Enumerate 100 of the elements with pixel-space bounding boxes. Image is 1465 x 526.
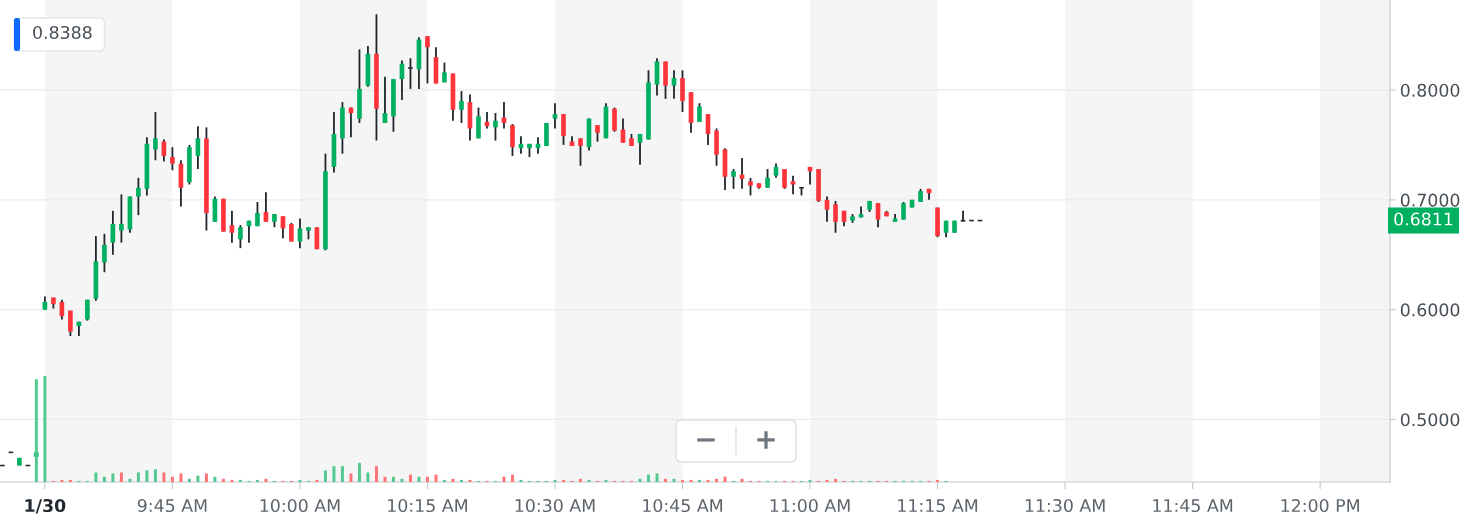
bar bbox=[383, 476, 387, 482]
bar bbox=[111, 473, 115, 482]
candlestick bbox=[561, 113, 566, 146]
bar bbox=[94, 472, 98, 482]
text: 0.6811 bbox=[1394, 212, 1453, 226]
candlestick bbox=[297, 217, 303, 250]
candlestick bbox=[136, 176, 141, 217]
y-tick-label: 0.7000 bbox=[1400, 193, 1460, 207]
candlestick bbox=[782, 168, 787, 190]
candlestick bbox=[578, 137, 583, 167]
bar bbox=[34, 379, 38, 482]
bar bbox=[255, 479, 259, 482]
candlestick bbox=[68, 309, 73, 337]
bar bbox=[170, 476, 174, 482]
bar bbox=[391, 476, 395, 482]
bar bbox=[740, 478, 744, 482]
x-tick-label: 12:00 PM bbox=[1281, 498, 1359, 513]
x-tick-label: 11:45 AM bbox=[1153, 499, 1233, 513]
bar bbox=[647, 474, 650, 482]
bar bbox=[689, 479, 693, 482]
bar bbox=[153, 469, 157, 482]
candlestick bbox=[680, 69, 685, 113]
candlestick bbox=[612, 106, 617, 133]
bar bbox=[408, 474, 412, 482]
x-tick-label: 11:15 AM bbox=[898, 499, 978, 513]
bar bbox=[400, 478, 404, 482]
bar bbox=[681, 479, 684, 482]
candlestick bbox=[654, 57, 660, 97]
bar bbox=[374, 466, 378, 482]
x-tick-label: 10:30 AM bbox=[515, 498, 595, 513]
bar bbox=[187, 478, 191, 482]
bar bbox=[519, 479, 523, 482]
bar bbox=[451, 478, 455, 482]
candlestick bbox=[510, 123, 515, 157]
y-tick-label: 0.8000 bbox=[1400, 83, 1460, 97]
bar bbox=[332, 466, 336, 482]
bar bbox=[204, 473, 208, 482]
bar bbox=[179, 473, 183, 482]
candlestick bbox=[493, 112, 498, 142]
candlestick bbox=[238, 224, 243, 250]
x-tick-label: 11:30 AM bbox=[1025, 498, 1105, 513]
bar bbox=[460, 479, 463, 482]
candlestick bbox=[459, 90, 464, 124]
y-tick-label: 0.6000 bbox=[1400, 303, 1460, 317]
bar bbox=[315, 479, 319, 482]
bar bbox=[715, 478, 719, 482]
candlestick bbox=[765, 168, 770, 189]
bar bbox=[511, 474, 514, 482]
bar bbox=[553, 479, 557, 482]
candlestick bbox=[425, 35, 430, 85]
bar bbox=[196, 475, 200, 482]
x-tick-label: 10:15 AM bbox=[388, 498, 467, 513]
candlestick bbox=[476, 106, 481, 140]
bar bbox=[221, 478, 225, 482]
candlestick bbox=[102, 232, 107, 274]
bar bbox=[698, 479, 701, 482]
annotation: − bbox=[697, 438, 715, 442]
candlestick bbox=[119, 193, 124, 244]
annotation: + bbox=[757, 431, 775, 449]
bar bbox=[502, 476, 506, 482]
candlestick bbox=[697, 102, 702, 123]
bar bbox=[102, 476, 106, 482]
bar bbox=[417, 476, 421, 482]
bar bbox=[442, 479, 446, 482]
candlestick bbox=[408, 57, 413, 90]
bar bbox=[936, 479, 940, 482]
candlestick bbox=[170, 146, 175, 172]
bar bbox=[808, 479, 812, 482]
candlestick bbox=[501, 101, 507, 130]
candlestick bbox=[552, 102, 558, 130]
x-tick-label: 11:00 AM bbox=[770, 498, 850, 513]
bar bbox=[357, 462, 361, 482]
bar bbox=[349, 473, 353, 482]
bar bbox=[434, 474, 438, 482]
bar bbox=[664, 478, 667, 482]
x-tick-label: 1/30 bbox=[25, 498, 66, 514]
x-tick-label: 9:45 AM bbox=[137, 498, 207, 513]
annotation: 0.8388 bbox=[33, 25, 92, 40]
x-tick-label: 10:45 AM bbox=[643, 498, 723, 513]
candlestick bbox=[833, 200, 838, 234]
bar bbox=[230, 479, 234, 482]
x-tick-label: 10:00 AM bbox=[260, 498, 340, 513]
bar bbox=[213, 476, 217, 482]
candlestick bbox=[731, 168, 736, 190]
bar bbox=[68, 479, 72, 482]
candlestick bbox=[153, 111, 158, 162]
bar bbox=[238, 479, 242, 482]
bar bbox=[145, 470, 149, 482]
bar bbox=[136, 472, 140, 482]
bar bbox=[298, 479, 302, 482]
bar bbox=[340, 466, 344, 482]
bar bbox=[579, 478, 582, 482]
bar bbox=[119, 472, 123, 482]
y-tick-label: 0.5000 bbox=[1400, 413, 1460, 427]
bar bbox=[562, 479, 565, 482]
bar bbox=[128, 478, 132, 482]
candlestick bbox=[289, 221, 294, 243]
bar bbox=[468, 479, 472, 482]
bar bbox=[43, 376, 47, 482]
bar bbox=[834, 478, 838, 482]
